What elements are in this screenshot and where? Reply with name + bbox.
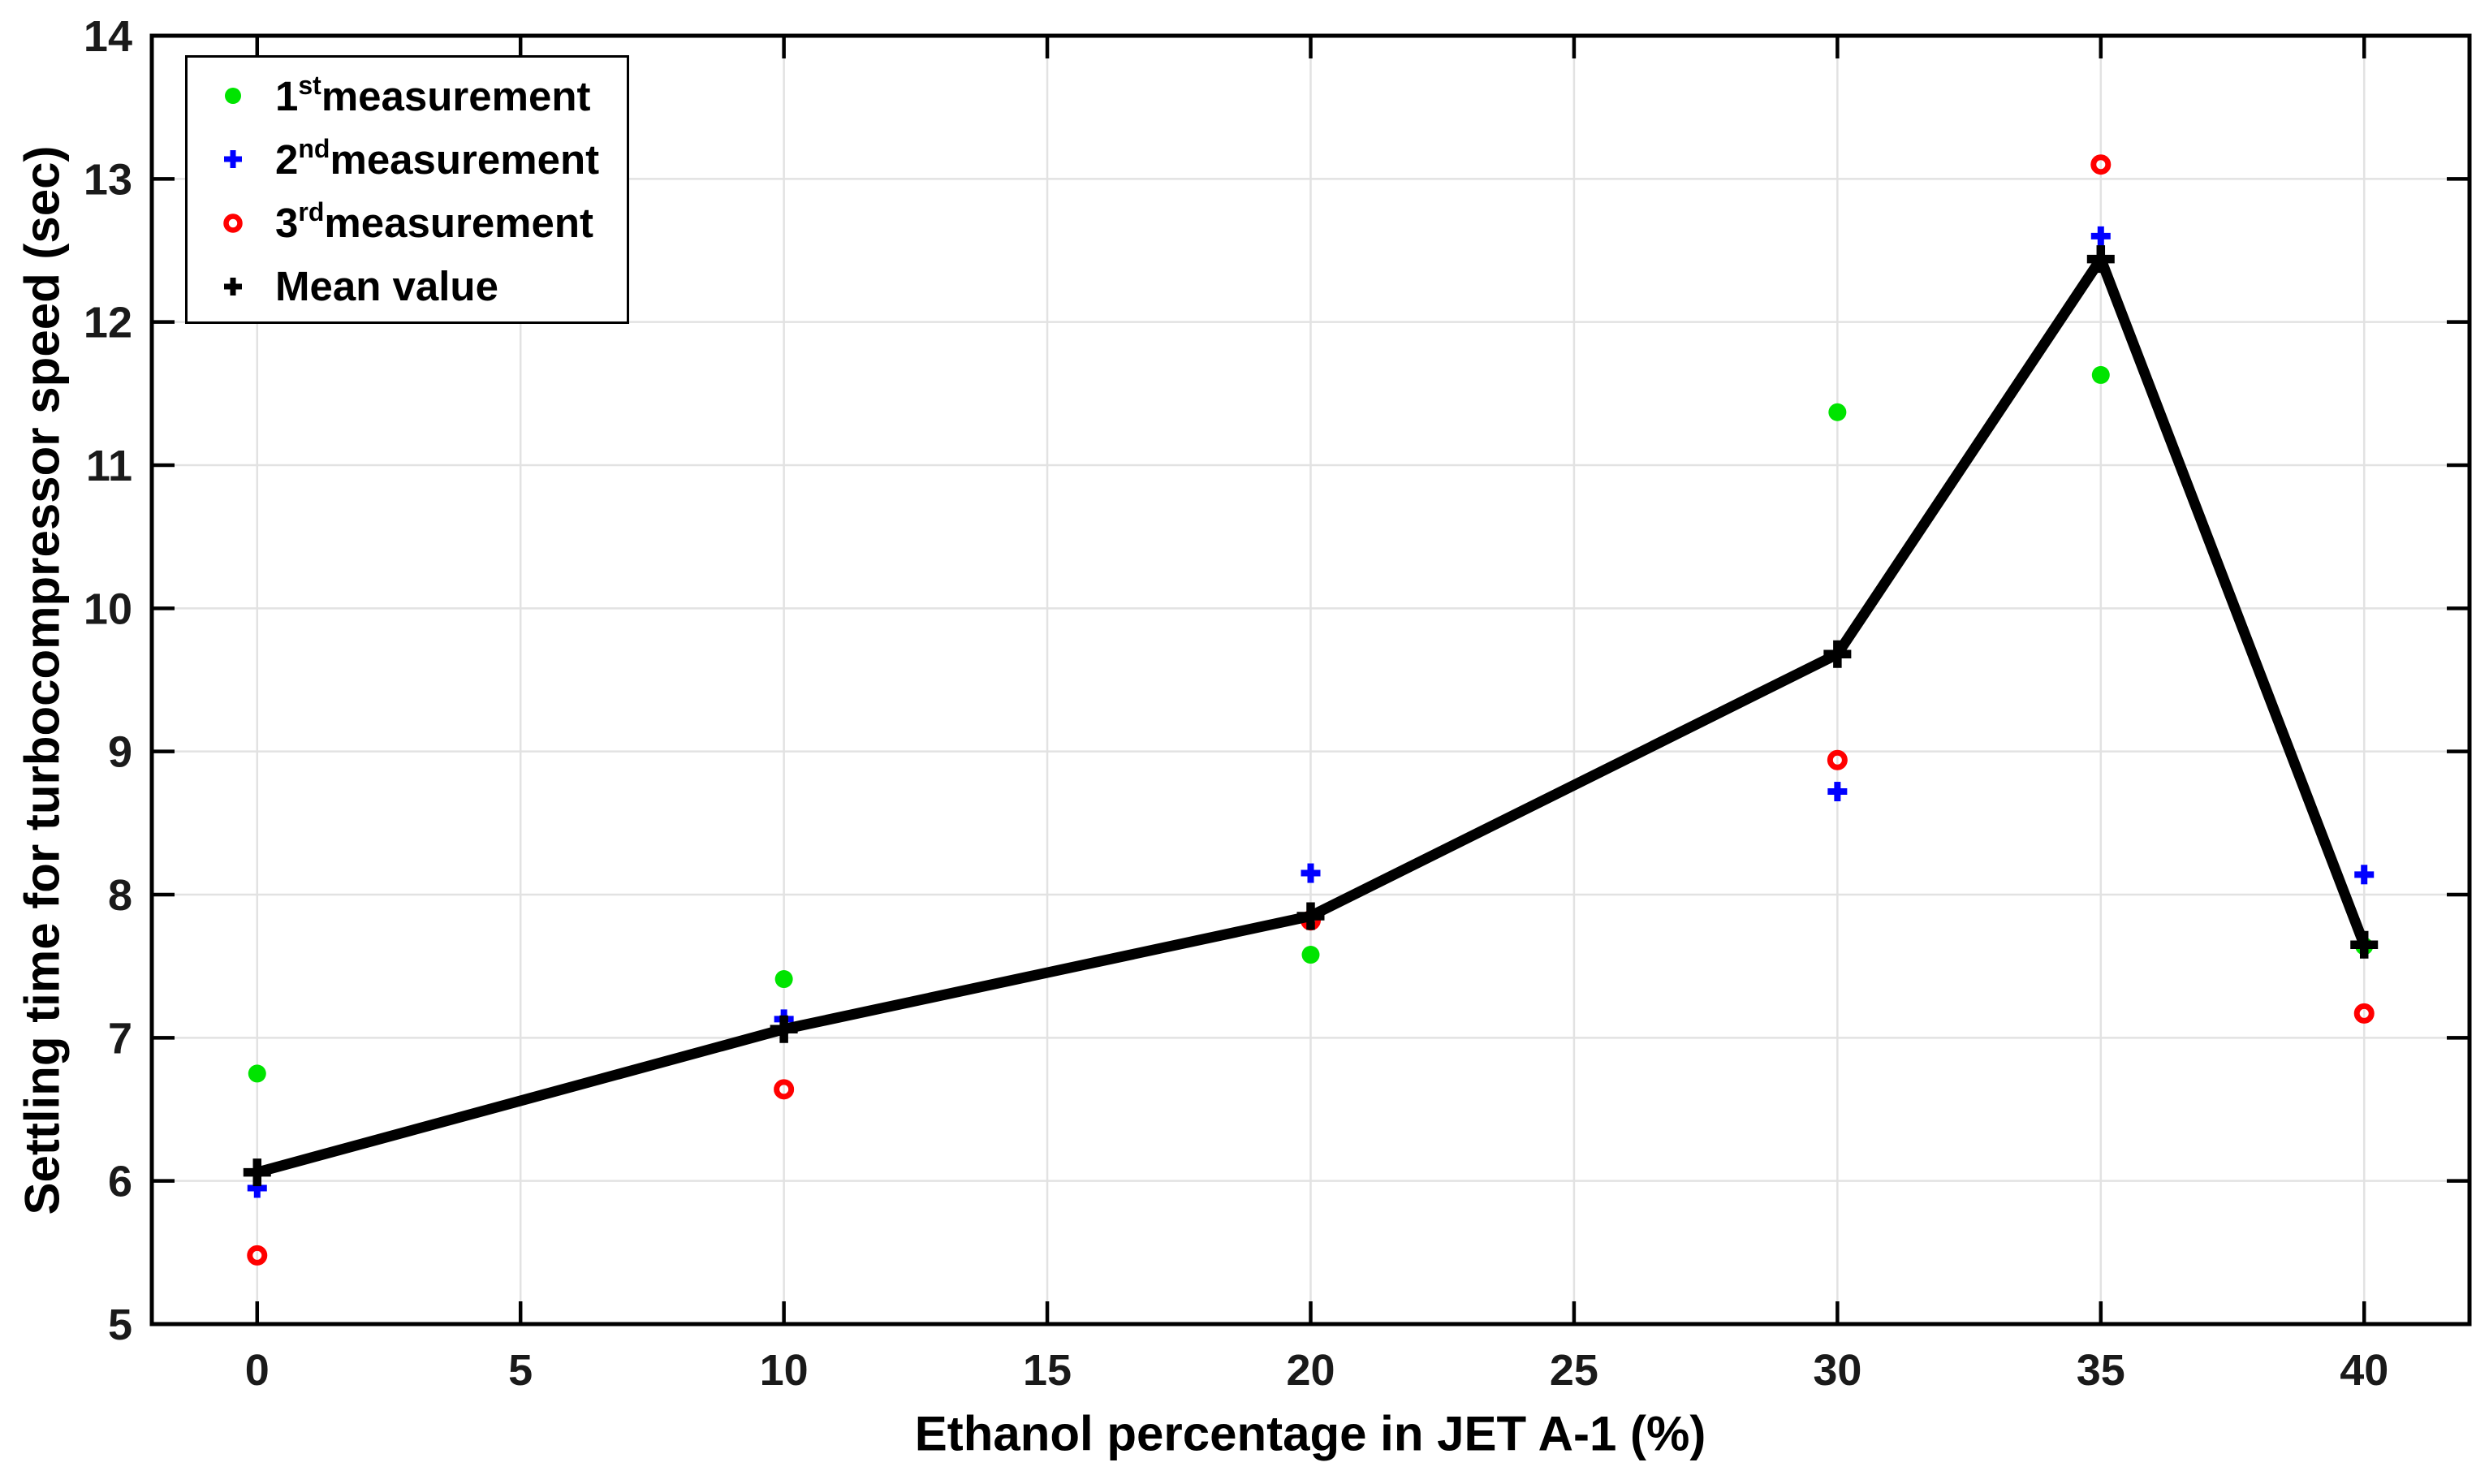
y-tick-label-5: 5 xyxy=(108,1301,132,1349)
legend-item-2: 2ndmeasurement xyxy=(188,127,627,191)
point-series1-x35 xyxy=(2091,365,2110,384)
filled-circle-icon xyxy=(225,88,241,105)
plus-icon xyxy=(224,150,242,169)
legend-label-2: 2ndmeasurement xyxy=(275,133,600,183)
x-axis-label: Ethanol percentage in JET A-1 (%) xyxy=(914,1406,1706,1461)
x-tick-label-5: 5 xyxy=(508,1346,533,1395)
y-tick-label-13: 13 xyxy=(84,155,132,204)
x-tick-label-0: 0 xyxy=(245,1346,270,1395)
y-tick-label-12: 12 xyxy=(84,299,132,347)
point-series3-x40 xyxy=(2353,1003,2375,1024)
legend: 1stmeasurement 2ndmeasurement 3rdmeasureme… xyxy=(185,55,629,324)
mean-line xyxy=(256,248,2370,1178)
y-tick-label-6: 6 xyxy=(108,1158,132,1206)
y-tick-label-11: 11 xyxy=(86,442,132,490)
y-tick-label-10: 10 xyxy=(84,585,132,633)
y-axis-label: Settling time for turbocompressor speed … xyxy=(15,145,70,1215)
x-tick-label-40: 40 xyxy=(2340,1346,2388,1395)
legend-item-1: 1stmeasurement xyxy=(188,64,627,127)
point-series1-x0 xyxy=(248,1064,266,1083)
open-circle-icon xyxy=(223,213,243,233)
legend-item-4: Mean value xyxy=(188,255,627,318)
legend-label-1: 1stmeasurement xyxy=(275,70,591,119)
plus-icon xyxy=(224,277,242,296)
y-tick-label-9: 9 xyxy=(108,728,132,777)
x-tick-label-25: 25 xyxy=(1550,1346,1598,1395)
y-tick-label-14: 14 xyxy=(84,12,132,61)
legend-label-3: 3rdmeasurement xyxy=(275,197,594,247)
x-tick-label-30: 30 xyxy=(1813,1346,1861,1395)
y-tick-label-8: 8 xyxy=(108,871,132,920)
x-tick-label-35: 35 xyxy=(2077,1346,2125,1395)
point-series3-x0 xyxy=(247,1245,268,1266)
legend-label-4: Mean value xyxy=(275,263,498,310)
point-series3-x35 xyxy=(2090,154,2112,175)
point-series1-x30 xyxy=(1828,403,1847,421)
legend-item-3: 3rdmeasurement xyxy=(188,192,627,255)
point-series3-x10 xyxy=(774,1079,795,1100)
x-tick-label-20: 20 xyxy=(1286,1346,1335,1395)
y-tick-label-7: 7 xyxy=(108,1014,132,1063)
point-series1-x20 xyxy=(1301,946,1320,964)
x-tick-label-10: 10 xyxy=(760,1346,809,1395)
point-series3-x30 xyxy=(1827,749,1848,770)
x-tick-label-15: 15 xyxy=(1023,1346,1072,1395)
point-series1-x10 xyxy=(774,970,793,989)
